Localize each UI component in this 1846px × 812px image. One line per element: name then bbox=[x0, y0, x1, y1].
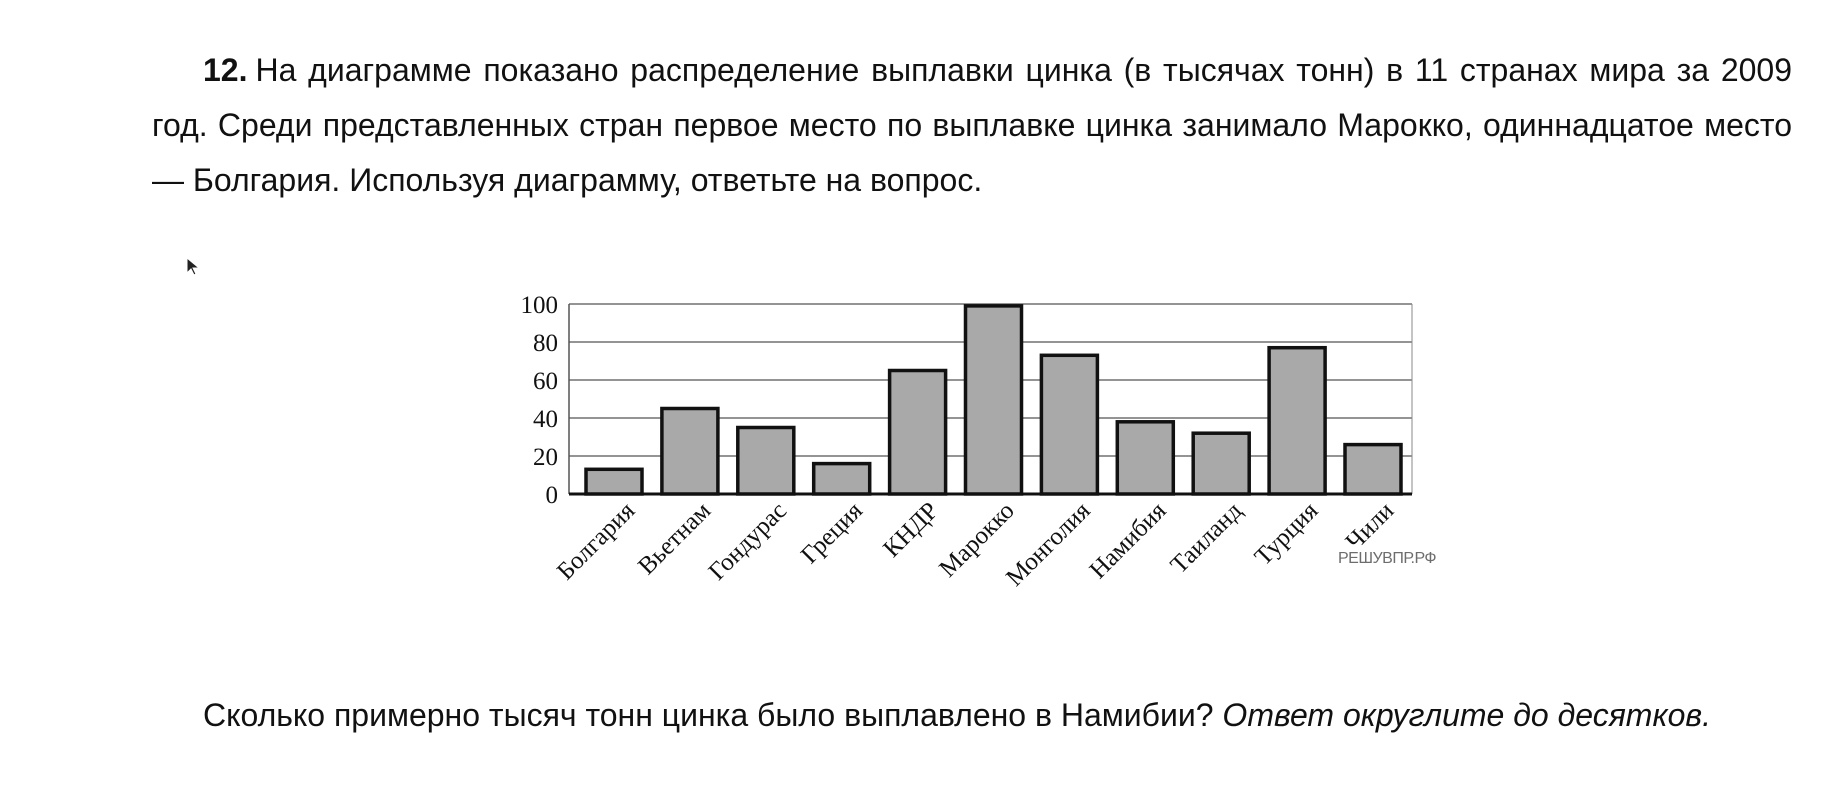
bar bbox=[1039, 353, 1100, 496]
x-category-label: Турция bbox=[1250, 497, 1324, 571]
bar bbox=[1115, 420, 1176, 496]
bar bbox=[660, 406, 720, 496]
bar bbox=[887, 368, 948, 496]
y-tick-label: 60 bbox=[533, 368, 558, 395]
bar bbox=[811, 461, 872, 496]
y-tick-label: 100 bbox=[521, 292, 559, 319]
mouse-cursor-icon bbox=[186, 257, 201, 276]
bar bbox=[736, 425, 796, 496]
bar bbox=[584, 467, 644, 496]
x-category-label: Марокко bbox=[934, 497, 1019, 582]
x-category-label: Гондурас bbox=[704, 497, 792, 585]
bar bbox=[963, 304, 1024, 496]
x-category-label: Монголия bbox=[1001, 497, 1096, 592]
bar bbox=[1343, 442, 1403, 496]
y-tick-label: 80 bbox=[533, 330, 558, 357]
watermark: РЕШУВПР.РФ bbox=[1338, 550, 1436, 567]
y-tick-label: 20 bbox=[533, 444, 558, 471]
x-category-label: Болгария bbox=[552, 497, 641, 586]
x-category-label: КНДР bbox=[878, 497, 944, 563]
answer-hint: Ответ округлите до десятков. bbox=[1222, 697, 1711, 733]
question-text: Сколько примерно тысяч тонн цинка было в… bbox=[203, 697, 1214, 733]
x-category-label: Вьетнам bbox=[633, 497, 716, 580]
x-category-label: Намибия bbox=[1085, 497, 1172, 584]
y-tick-label: 0 bbox=[546, 482, 559, 509]
bar bbox=[1267, 345, 1327, 496]
task-number: 12. bbox=[203, 52, 248, 88]
task-intro: 12. На диаграмме показано распределение в… bbox=[152, 43, 1792, 208]
task-question: Сколько примерно тысяч тонн цинка было в… bbox=[152, 688, 1792, 743]
task-intro-text: На диаграмме показано распределение выпл… bbox=[152, 52, 1792, 198]
bar bbox=[1191, 431, 1251, 496]
y-tick-label: 40 bbox=[533, 406, 558, 433]
x-category-label: Греция bbox=[796, 497, 868, 569]
previous-text-cut bbox=[0, 0, 1846, 2]
x-category-label: Чили bbox=[1341, 497, 1399, 555]
x-category-label: Таиланд bbox=[1166, 497, 1248, 579]
